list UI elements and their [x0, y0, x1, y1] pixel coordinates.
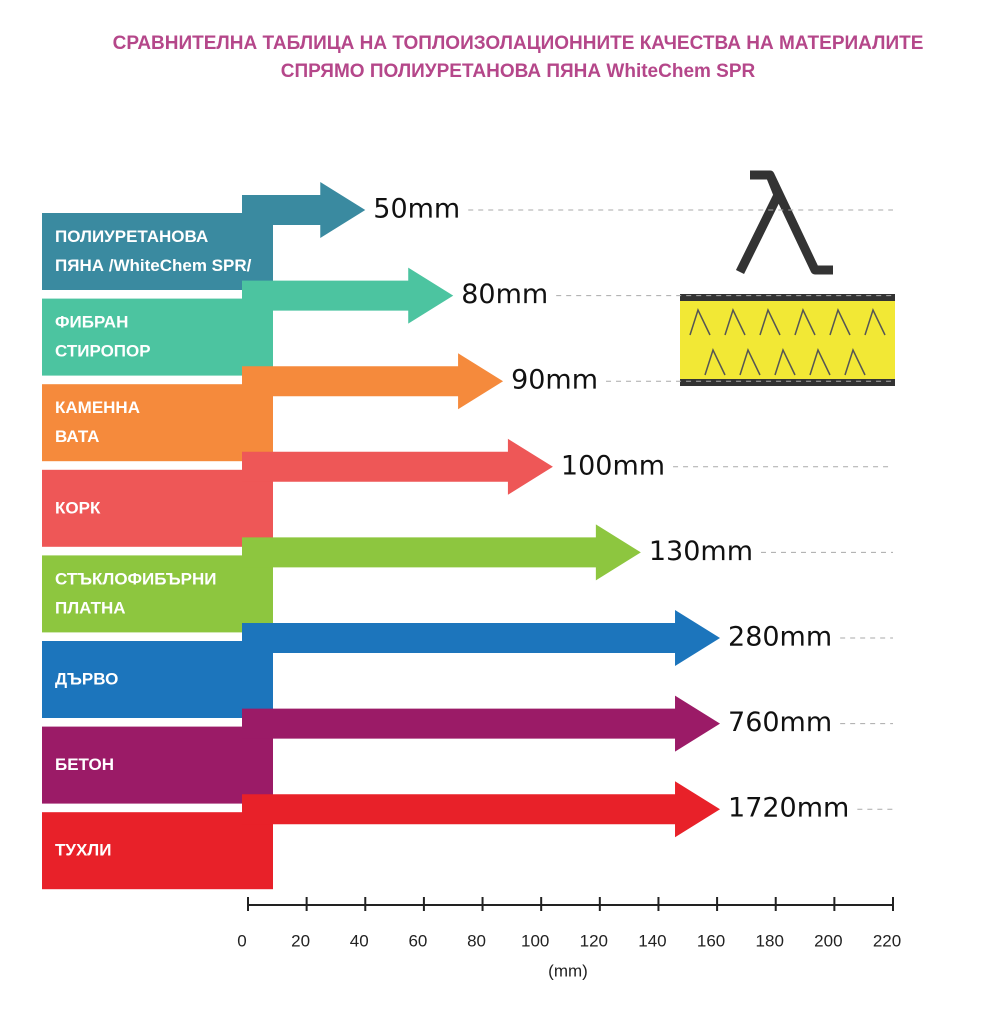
category-box	[42, 469, 273, 547]
category-label: ПЛАТНА	[55, 598, 126, 617]
x-tick-label: 100	[521, 931, 549, 950]
arrow-label: 760mm	[728, 707, 832, 738]
title: СПРЯМО ПОЛИУРЕТАНОВА ПЯНА WhiteChem SPR	[281, 61, 756, 82]
x-tick-label: 120	[580, 931, 608, 950]
category-label: КАМЕННА	[55, 398, 140, 417]
category-label: СТИРОПОР	[55, 342, 151, 361]
x-tick-label: 220	[873, 931, 901, 950]
x-tick-label: 180	[756, 931, 784, 950]
arrow-label: 50mm	[373, 194, 460, 225]
category-label: ПОЛИУРЕТАНОВА	[55, 227, 208, 246]
category-box	[42, 384, 273, 462]
category-box	[42, 812, 273, 890]
arrow	[242, 524, 641, 581]
x-tick-label: 80	[467, 931, 486, 950]
category-label: КОРК	[55, 498, 101, 517]
arrow	[242, 267, 454, 324]
arrow	[242, 781, 721, 838]
arrow-label: 130mm	[649, 536, 753, 567]
arrow	[242, 182, 366, 238]
category-label: ПЯНА /WhiteChem SPR/	[55, 256, 252, 275]
x-tick-label: 160	[697, 931, 725, 950]
arrow-label: 1720mm	[728, 793, 849, 824]
category-box	[42, 298, 273, 376]
title: СРАВНИТЕЛНА ТАБЛИЦА НА ТОПЛОИЗОЛАЦИОННИТ…	[113, 33, 924, 54]
x-tick-label: 140	[638, 931, 666, 950]
arrow	[242, 353, 504, 410]
x-axis-label: (mm)	[548, 961, 588, 980]
lambda-icon	[680, 170, 895, 386]
category-box	[42, 213, 273, 290]
arrow	[242, 695, 721, 752]
x-tick-label: 200	[814, 931, 842, 950]
category-box	[42, 555, 273, 633]
category-box	[42, 641, 273, 718]
arrow	[242, 438, 553, 495]
arrow	[242, 610, 721, 666]
category-label: ВАТА	[55, 427, 99, 446]
category-label: ФИБРАН	[55, 313, 128, 332]
category-label: СТЪКЛОФИБЪРНИ	[55, 569, 216, 588]
x-tick-label: 40	[350, 931, 369, 950]
category-label: ТУХЛИ	[55, 841, 111, 860]
arrow-label: 80mm	[461, 279, 548, 310]
arrow-label: 100mm	[561, 450, 665, 481]
x-tick-label: 20	[291, 931, 310, 950]
x-tick-label: 60	[408, 931, 427, 950]
arrow-label: 280mm	[728, 622, 832, 653]
category-box	[42, 726, 273, 804]
x-tick-label: 0	[237, 931, 246, 950]
category-label: ДЪРВО	[55, 669, 118, 688]
arrow-label: 90mm	[511, 365, 598, 396]
category-label: БЕТОН	[55, 755, 114, 774]
